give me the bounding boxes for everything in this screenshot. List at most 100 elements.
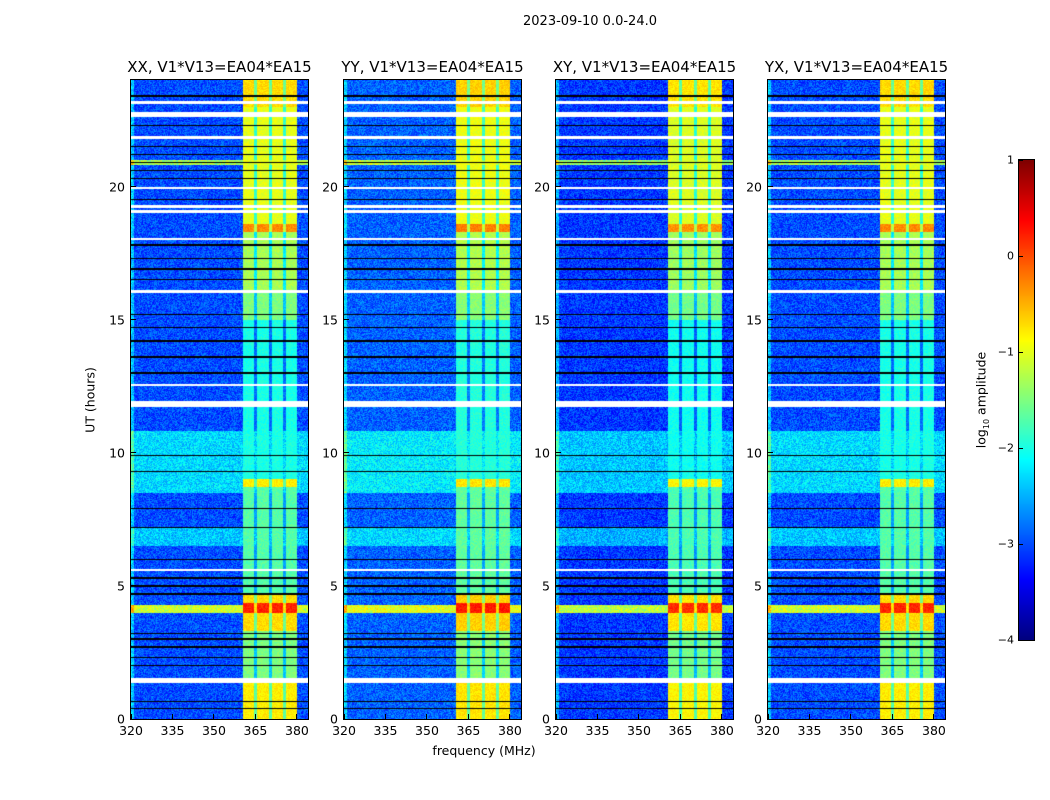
y-tick-label: 0 xyxy=(330,711,338,727)
y-tick-label: 20 xyxy=(534,179,550,194)
colorbar-tick-label: −2 xyxy=(997,441,1014,455)
y-tick-mark xyxy=(131,452,136,454)
x-tick-label: 350 xyxy=(202,723,226,738)
y-axis-label: UT (hours) xyxy=(82,367,98,433)
x-tick-mark xyxy=(426,714,428,719)
x-tick-mark xyxy=(767,714,769,719)
heatmap-panel xyxy=(555,79,734,720)
x-tick-mark xyxy=(638,714,640,719)
y-tick-mark xyxy=(344,718,349,720)
y-tick-mark xyxy=(344,452,349,454)
y-tick-label: 0 xyxy=(542,711,550,727)
x-tick-label: 335 xyxy=(160,723,185,738)
y-tick-label: 15 xyxy=(534,312,550,328)
colorbar-tick-mark xyxy=(1019,543,1023,545)
x-tick-label: 335 xyxy=(373,723,398,738)
x-tick-mark xyxy=(213,714,215,719)
x-tick-label: 335 xyxy=(797,723,822,738)
x-tick-label: 350 xyxy=(627,723,651,738)
colorbar-tick-label: −4 xyxy=(997,633,1014,647)
y-tick-label: 5 xyxy=(117,578,125,594)
x-tick-mark xyxy=(254,714,256,719)
heatmap-image xyxy=(556,80,733,719)
x-tick-label: 320 xyxy=(544,723,568,738)
x-tick-mark xyxy=(343,714,345,719)
heatmap-image xyxy=(344,80,521,719)
x-tick-label: 380 xyxy=(285,723,309,738)
y-tick-label: 10 xyxy=(534,445,550,461)
y-tick-mark xyxy=(556,452,561,454)
colorbar-tick-mark xyxy=(1019,255,1023,257)
x-tick-label: 380 xyxy=(710,723,734,738)
x-tick-mark xyxy=(467,714,469,719)
y-tick-label: 5 xyxy=(330,578,338,594)
colorbar-tick-label: −1 xyxy=(997,345,1014,359)
x-tick-mark xyxy=(130,714,132,719)
x-tick-label: 320 xyxy=(119,723,143,738)
panel-title: XX, V1*V13=EA04*EA15 xyxy=(127,58,312,76)
figure-title: 2023-09-10 0.0-24.0 xyxy=(523,14,657,29)
panel-title: YY, V1*V13=EA04*EA15 xyxy=(341,58,524,76)
colorbar-tick-label: −3 xyxy=(997,537,1014,551)
x-tick-mark xyxy=(808,714,810,719)
x-tick-label: 350 xyxy=(415,723,439,738)
y-tick-label: 20 xyxy=(109,179,125,194)
x-tick-mark xyxy=(555,714,557,719)
y-tick-label: 20 xyxy=(322,179,338,194)
y-tick-mark xyxy=(556,585,561,587)
y-tick-mark xyxy=(131,718,136,720)
x-tick-mark xyxy=(296,714,298,719)
colorbar-tick-label: 1 xyxy=(1007,153,1014,167)
colorbar-tick-mark xyxy=(1019,447,1023,449)
y-tick-mark xyxy=(556,186,561,187)
colorbar-label: log10 amplitude xyxy=(973,351,991,449)
x-tick-mark xyxy=(171,714,173,719)
heatmap-image xyxy=(131,80,308,719)
y-tick-mark xyxy=(344,186,349,187)
x-tick-label: 365 xyxy=(668,723,693,738)
heatmap-panel xyxy=(130,79,309,720)
heatmap-panel xyxy=(767,79,946,720)
x-tick-mark xyxy=(509,714,511,719)
x-tick-mark xyxy=(721,714,723,719)
colorbar-tick-mark xyxy=(1019,639,1023,641)
x-tick-mark xyxy=(596,714,598,719)
colorbar-tick-mark xyxy=(1019,159,1023,161)
y-tick-mark xyxy=(131,585,136,587)
y-tick-label: 15 xyxy=(746,312,762,328)
y-tick-mark xyxy=(344,585,349,587)
heatmap-panel xyxy=(343,79,522,720)
y-tick-mark xyxy=(768,718,773,720)
x-tick-label: 365 xyxy=(243,723,268,738)
x-tick-mark xyxy=(384,714,386,719)
y-tick-mark xyxy=(131,186,136,187)
x-tick-label: 320 xyxy=(756,723,780,738)
x-tick-label: 365 xyxy=(456,723,481,738)
x-tick-label: 320 xyxy=(332,723,356,738)
y-tick-label: 10 xyxy=(322,445,338,461)
x-axis-label: frequency (MHz) xyxy=(432,743,536,758)
y-tick-label: 10 xyxy=(746,445,762,461)
x-tick-mark xyxy=(933,714,935,719)
y-tick-label: 0 xyxy=(754,711,762,727)
y-tick-label: 5 xyxy=(754,578,762,594)
y-tick-label: 5 xyxy=(542,578,550,594)
y-tick-mark xyxy=(768,319,773,321)
x-tick-label: 365 xyxy=(880,723,905,738)
y-tick-mark xyxy=(556,718,561,720)
colorbar-tick-label: 0 xyxy=(1007,249,1014,263)
heatmap-image xyxy=(768,80,945,719)
x-tick-label: 335 xyxy=(585,723,610,738)
x-tick-label: 380 xyxy=(922,723,946,738)
y-tick-label: 10 xyxy=(109,445,125,461)
y-tick-label: 20 xyxy=(746,179,762,194)
panel-title: YX, V1*V13=EA04*EA15 xyxy=(764,58,949,76)
x-tick-mark xyxy=(891,714,893,719)
y-tick-mark xyxy=(768,585,773,587)
y-tick-mark xyxy=(131,319,136,321)
panel-title: XY, V1*V13=EA04*EA15 xyxy=(552,58,737,76)
y-tick-mark xyxy=(556,319,561,321)
colorbar-tick-mark xyxy=(1019,351,1023,353)
y-tick-label: 0 xyxy=(117,711,125,727)
